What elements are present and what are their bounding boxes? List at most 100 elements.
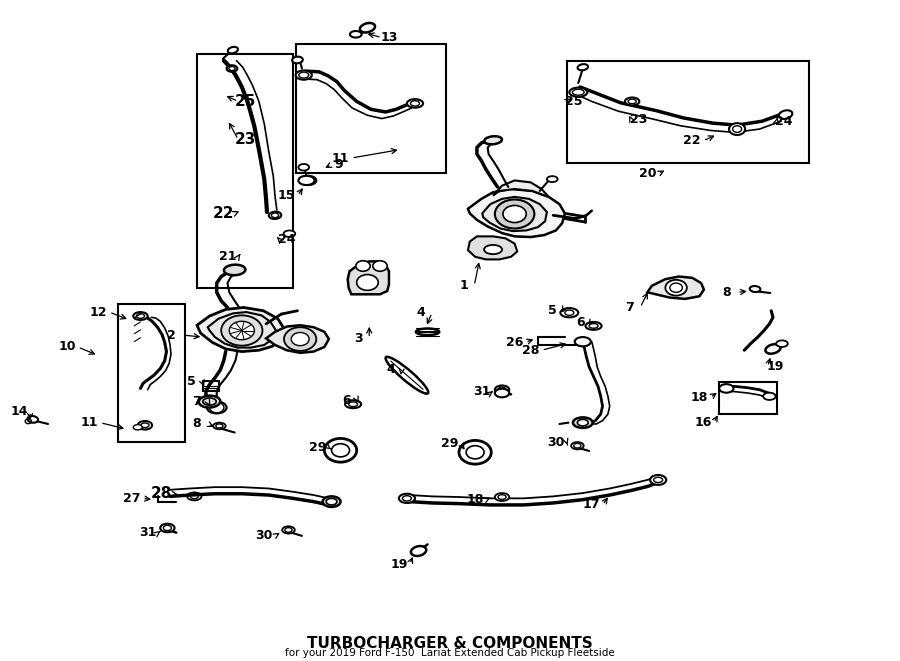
Text: 12: 12 [89, 305, 107, 319]
Ellipse shape [133, 312, 148, 320]
Ellipse shape [227, 65, 238, 72]
Text: 7: 7 [626, 301, 634, 314]
Polygon shape [647, 276, 704, 299]
Text: 10: 10 [58, 340, 76, 354]
Circle shape [503, 206, 526, 223]
Text: 23: 23 [235, 132, 256, 147]
Ellipse shape [763, 393, 776, 400]
Circle shape [356, 260, 370, 271]
Ellipse shape [301, 176, 316, 185]
Text: 5: 5 [187, 375, 196, 389]
Text: 29: 29 [310, 441, 327, 454]
Text: 1: 1 [459, 279, 468, 292]
Text: 28: 28 [522, 344, 539, 357]
Bar [203, 381, 220, 391]
Ellipse shape [350, 31, 362, 38]
Text: 20: 20 [639, 167, 656, 180]
Ellipse shape [484, 136, 502, 144]
Text: 29: 29 [441, 437, 459, 450]
Ellipse shape [765, 344, 780, 354]
Text: 25: 25 [565, 95, 582, 108]
Ellipse shape [578, 64, 588, 70]
Circle shape [221, 315, 263, 346]
Ellipse shape [322, 496, 340, 507]
Ellipse shape [575, 337, 591, 346]
Text: 6: 6 [576, 316, 584, 329]
Bar [296, 44, 446, 173]
Ellipse shape [572, 442, 584, 449]
Text: 4: 4 [417, 306, 426, 319]
Ellipse shape [495, 389, 509, 397]
Ellipse shape [625, 97, 639, 105]
Text: 26: 26 [506, 336, 523, 349]
Circle shape [284, 327, 316, 351]
Text: 3: 3 [355, 332, 363, 345]
Bar [719, 383, 778, 414]
Ellipse shape [269, 212, 282, 219]
Ellipse shape [160, 524, 175, 532]
Ellipse shape [570, 88, 588, 97]
Text: 9: 9 [335, 158, 343, 171]
Circle shape [324, 438, 356, 462]
Polygon shape [482, 197, 547, 231]
Text: 16: 16 [694, 416, 712, 429]
Text: 14: 14 [11, 405, 28, 418]
Ellipse shape [138, 421, 152, 430]
Ellipse shape [586, 322, 601, 330]
Text: 30: 30 [547, 436, 564, 449]
Circle shape [356, 274, 378, 290]
Ellipse shape [360, 23, 375, 32]
Text: TURBOCHARGER & COMPONENTS: TURBOCHARGER & COMPONENTS [307, 636, 593, 650]
Polygon shape [266, 325, 328, 353]
Ellipse shape [345, 401, 361, 408]
Circle shape [292, 332, 309, 346]
Text: 5: 5 [548, 304, 557, 317]
Ellipse shape [283, 526, 295, 533]
Polygon shape [208, 312, 276, 348]
Bar [197, 54, 293, 288]
Circle shape [230, 321, 255, 340]
Ellipse shape [228, 47, 238, 54]
Ellipse shape [28, 416, 38, 423]
Text: 22: 22 [683, 134, 701, 147]
Ellipse shape [650, 475, 666, 485]
Text: 4: 4 [386, 364, 395, 377]
Polygon shape [197, 307, 284, 352]
Ellipse shape [284, 231, 295, 237]
Text: 31: 31 [472, 385, 490, 398]
Ellipse shape [292, 57, 302, 63]
Circle shape [665, 280, 687, 295]
Text: 11: 11 [332, 151, 349, 165]
Polygon shape [493, 180, 549, 197]
Ellipse shape [399, 494, 415, 503]
Ellipse shape [495, 385, 509, 394]
Text: for your 2019 Ford F-150  Lariat Extended Cab Pickup Fleetside: for your 2019 Ford F-150 Lariat Extended… [285, 648, 615, 658]
Text: 31: 31 [139, 526, 157, 539]
Ellipse shape [299, 176, 314, 185]
Ellipse shape [407, 99, 423, 108]
Text: 23: 23 [630, 114, 647, 126]
Text: 19: 19 [391, 558, 408, 570]
Text: 25: 25 [235, 94, 256, 109]
Text: 30: 30 [256, 529, 273, 543]
Ellipse shape [778, 110, 792, 119]
Ellipse shape [199, 396, 220, 408]
Ellipse shape [576, 338, 590, 346]
Ellipse shape [385, 357, 428, 394]
Text: 24: 24 [278, 233, 295, 246]
Polygon shape [468, 189, 565, 237]
Text: 24: 24 [775, 115, 793, 128]
Text: 8: 8 [722, 286, 731, 299]
Circle shape [331, 444, 349, 457]
Ellipse shape [547, 176, 558, 182]
Circle shape [495, 200, 535, 229]
Text: 6: 6 [343, 395, 351, 407]
Text: 18: 18 [466, 493, 484, 506]
Ellipse shape [484, 245, 502, 254]
Circle shape [466, 446, 484, 459]
Ellipse shape [416, 329, 439, 335]
Text: 7: 7 [193, 395, 202, 408]
Text: 8: 8 [193, 418, 202, 430]
Text: 17: 17 [583, 498, 600, 512]
Ellipse shape [719, 384, 733, 393]
